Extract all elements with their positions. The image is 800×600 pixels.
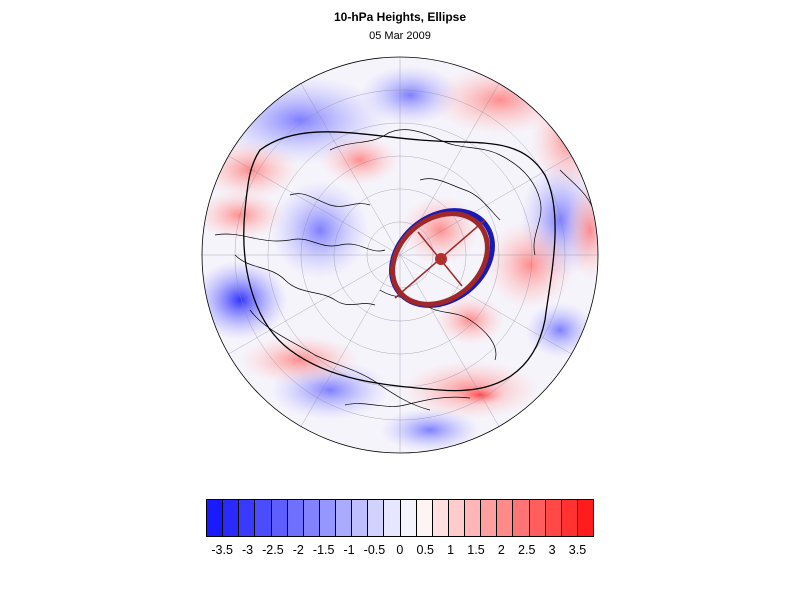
colorbar-cell bbox=[577, 500, 593, 536]
colorbar-cell bbox=[432, 500, 449, 536]
ellipse-center-marker bbox=[435, 253, 447, 265]
map-title: 10-hPa Heights, Ellipse bbox=[333, 10, 467, 24]
globe-outline bbox=[201, 56, 599, 454]
colorbar-cell bbox=[287, 500, 304, 536]
colorbar-cell bbox=[448, 500, 465, 536]
coastlines bbox=[214, 129, 596, 411]
meridian-line bbox=[399, 254, 500, 427]
colorbar-cell bbox=[271, 500, 288, 536]
colorbar-cell bbox=[416, 500, 433, 536]
colorbar-cell bbox=[223, 500, 240, 536]
height-contour bbox=[243, 131, 556, 392]
colorbar-cell bbox=[465, 500, 482, 536]
colorbar-cell bbox=[384, 500, 401, 536]
colorbar-tick-label: 1 bbox=[447, 543, 455, 557]
map-date: 05 Mar 2009 bbox=[369, 30, 431, 42]
colorbar-cell bbox=[303, 500, 320, 536]
colorbar-cell bbox=[207, 500, 224, 536]
colorbar-tick-label: -2 bbox=[292, 543, 304, 557]
meridian-line bbox=[228, 155, 401, 256]
colorbar-cell bbox=[529, 500, 546, 536]
colorbar bbox=[206, 499, 594, 537]
colorbar-cell bbox=[400, 500, 417, 536]
colorbar-labels: -3.5 -3 -2.5 -2 -1.5 -1 -0.5 0 0.5 1 1.5 2 2.5 3 3.5 bbox=[0, 543, 800, 561]
colorbar-tick-label: -2.5 bbox=[262, 543, 284, 557]
colorbar-tick-label: -0.5 bbox=[363, 543, 386, 557]
colorbar-cell bbox=[255, 500, 272, 536]
anomaly-field bbox=[202, 57, 598, 453]
meridian-line bbox=[228, 254, 401, 355]
colorbar-cell bbox=[561, 500, 578, 536]
colorbar-tick-label: -3.5 bbox=[211, 543, 233, 557]
colorbar-tick-label: 0 bbox=[396, 543, 404, 557]
colorbar-tick-label: 2 bbox=[497, 543, 505, 557]
meridian-line bbox=[300, 254, 401, 427]
colorbar-tick-label: 1.5 bbox=[467, 543, 485, 557]
colorbar-cell bbox=[352, 500, 369, 536]
meridian-line bbox=[300, 83, 401, 256]
meridian-line bbox=[399, 254, 572, 355]
colorbar-cell bbox=[497, 500, 514, 536]
colorbar-cell bbox=[239, 500, 256, 536]
colorbar-cell bbox=[368, 500, 385, 536]
colorbar-tick-label: 0.5 bbox=[416, 543, 434, 557]
colorbar-cell bbox=[513, 500, 530, 536]
colorbar-tick-label: 3 bbox=[548, 543, 556, 557]
inner-ellipse bbox=[390, 211, 490, 307]
colorbar-tick-label: 2.5 bbox=[518, 543, 536, 557]
colorbar-tick-label: -3 bbox=[241, 543, 254, 557]
vortex-ellipse-group bbox=[389, 208, 495, 308]
colorbar-tick-label: 3.5 bbox=[568, 543, 587, 557]
colorbar-tick-label: -1 bbox=[343, 543, 355, 557]
colorbar-cell bbox=[336, 500, 353, 536]
colorbar-tick-label: -1.5 bbox=[312, 543, 335, 557]
colorbar-cell bbox=[545, 500, 562, 536]
colorbar-cell bbox=[481, 500, 498, 536]
colorbar-cell bbox=[319, 500, 336, 536]
